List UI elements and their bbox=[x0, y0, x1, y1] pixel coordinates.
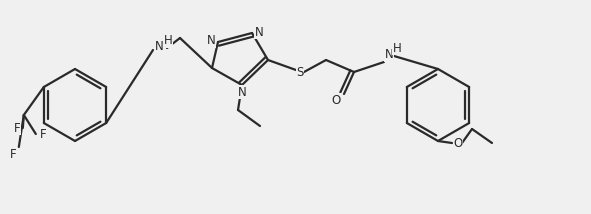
Text: N: N bbox=[238, 86, 246, 98]
Text: F: F bbox=[40, 128, 46, 141]
Text: N: N bbox=[155, 40, 163, 52]
Text: H: H bbox=[392, 42, 401, 55]
Text: O: O bbox=[453, 137, 463, 150]
Text: N: N bbox=[207, 34, 215, 48]
Text: H: H bbox=[164, 34, 173, 48]
Text: N: N bbox=[255, 25, 264, 39]
Text: F: F bbox=[14, 122, 20, 135]
Text: F: F bbox=[9, 147, 16, 160]
Text: N: N bbox=[385, 49, 394, 61]
Text: S: S bbox=[296, 65, 304, 79]
Text: O: O bbox=[332, 94, 340, 107]
